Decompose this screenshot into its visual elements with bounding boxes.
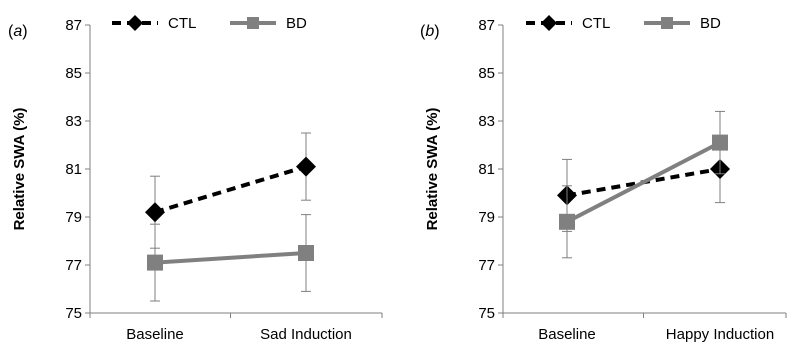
legend: CTL BD [112,15,307,32]
y-tick-label: 87 [65,17,82,34]
legend-label-bd: BD [700,15,721,32]
y-tick-label: 87 [478,17,495,34]
y-axis-label: Relative SWA (%) [424,108,441,231]
legend-marker-diamond [541,15,557,31]
x-tick-label: Baseline [538,326,596,343]
panel-label: (a) [8,23,28,40]
y-tick-label: 85 [65,65,82,82]
data-point-square [559,213,575,230]
y-tick-label: 81 [478,161,495,178]
y-tick-label: 75 [65,305,82,322]
data-point-diamond [296,156,316,177]
y-tick-label: 85 [478,65,495,82]
y-tick-label: 83 [65,113,82,130]
x-tick-label: Happy Induction [666,326,774,343]
legend-label-ctl: CTL [168,15,196,32]
y-tick-label: 79 [65,209,82,226]
y-tick-label: 83 [478,113,495,130]
legend-marker-diamond [127,15,143,31]
series-line [154,251,307,265]
y-tick-label: 77 [65,257,82,274]
y-tick-label: 77 [478,257,495,274]
y-tick-label: 75 [478,305,495,322]
panel-letter: b [425,23,434,40]
series-bd [559,110,728,259]
data-point-square [712,134,728,151]
series-line [154,164,307,215]
data-point-diamond [145,202,165,223]
data-point-square [298,245,314,261]
series-ctl [145,132,316,249]
panel-b: (b) 75 77 79 81 83 85 87 Baseline Happy Induction… [420,15,787,343]
legend-label-ctl: CTL [582,15,610,32]
data-point-square [147,254,163,271]
y-axis-label: Relative SWA (%) [11,108,28,231]
legend: CTL BD [526,15,721,32]
y-tick-label: 79 [478,209,495,226]
series-line [566,140,721,224]
legend-label-bd: BD [286,15,307,32]
panel-letter: a [13,23,22,40]
series-bd [147,214,314,302]
x-tick-label: Sad Induction [260,326,352,343]
panel-a: (a) 75 77 79 81 83 85 87 Baseline Sad Induction Re… [8,15,383,343]
legend-marker-square [661,17,673,29]
x-tick-label: Baseline [126,326,184,343]
y-tick-label: 81 [65,161,82,178]
legend-marker-square [247,17,259,29]
panel-label: (b) [420,23,440,40]
